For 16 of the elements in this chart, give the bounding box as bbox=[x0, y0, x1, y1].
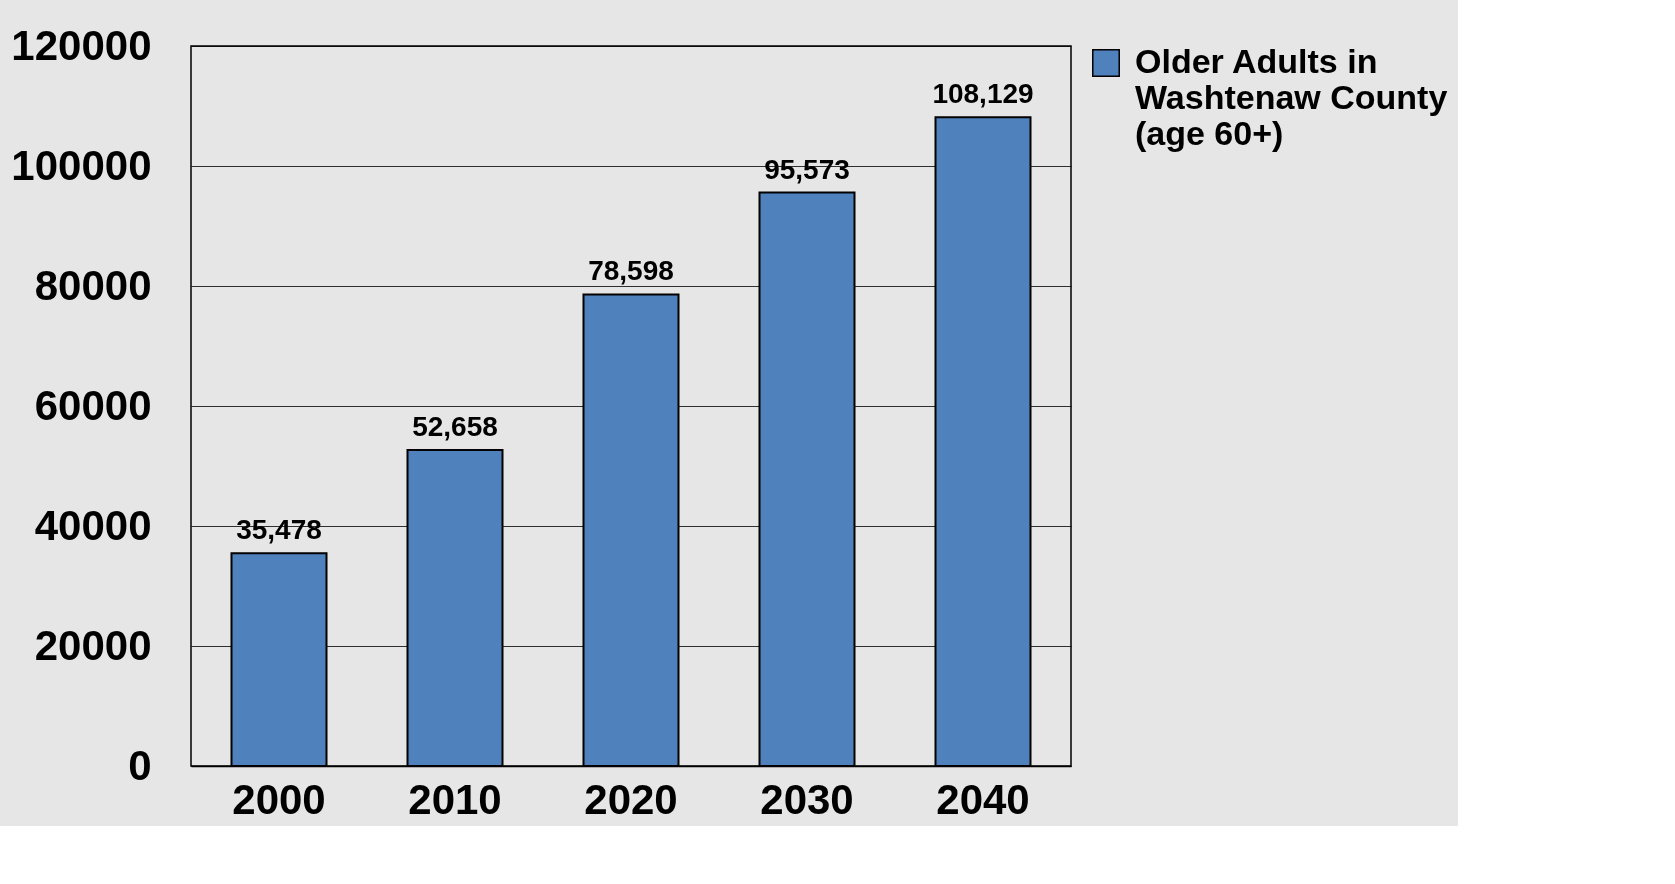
x-tick-label: 2040 bbox=[936, 775, 1030, 823]
y-tick-label: 100000 bbox=[11, 141, 152, 189]
y-tick-label: 80000 bbox=[34, 261, 152, 309]
y-tick-label: 60000 bbox=[34, 381, 152, 429]
x-tick-label: 2030 bbox=[760, 775, 854, 823]
x-tick-label: 2000 bbox=[232, 775, 326, 823]
y-tick-label: 20000 bbox=[34, 621, 152, 669]
data-label: 78,598 bbox=[588, 255, 674, 287]
legend-label: Older Adults in Washtenaw County (age 60+) bbox=[1135, 42, 1448, 152]
y-tick-label: 0 bbox=[128, 741, 152, 789]
x-tick-label: 2010 bbox=[408, 775, 502, 823]
data-label: 108,129 bbox=[932, 78, 1034, 110]
y-tick-label: 40000 bbox=[34, 501, 152, 549]
y-tick-label: 120000 bbox=[11, 21, 152, 69]
x-tick-label: 2020 bbox=[584, 775, 678, 823]
data-label: 52,658 bbox=[412, 411, 498, 443]
